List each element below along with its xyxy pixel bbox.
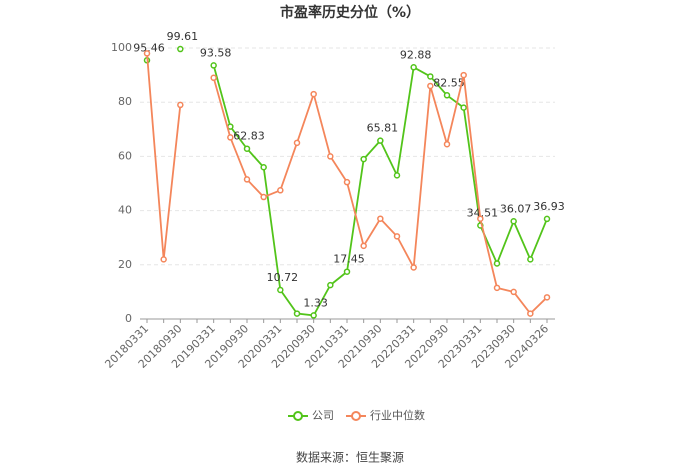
data-point (160, 256, 167, 263)
data-point (310, 90, 317, 98)
data-point (243, 145, 251, 152)
data-point (543, 215, 551, 223)
data-point (410, 64, 417, 71)
data-label: 17.45 (333, 253, 365, 266)
y-tick-label: 40 (118, 204, 132, 217)
data-point (177, 101, 184, 109)
y-tick-label: 0 (125, 312, 132, 325)
legend-label: 公司 (312, 409, 334, 422)
data-point (277, 187, 284, 194)
y-tick-label: 100 (111, 41, 132, 54)
data-point (243, 176, 251, 183)
data-point (510, 288, 517, 296)
data-point (460, 104, 467, 111)
chart-title: 市盈率历史分位（%） (280, 4, 420, 21)
data-point (293, 310, 301, 317)
data-point (293, 139, 301, 147)
data-point (427, 73, 434, 80)
data-point (443, 92, 451, 99)
data-point (327, 153, 334, 160)
data-point (443, 140, 451, 148)
data-point (277, 286, 284, 294)
data-label: 82.55 (433, 76, 465, 89)
legend-marker (293, 411, 303, 421)
legend-marker (351, 411, 361, 421)
data-point (493, 260, 501, 267)
y-tick-label: 80 (118, 95, 132, 108)
data-point (460, 71, 467, 79)
source: 数据来源：恒生聚源 (296, 450, 404, 465)
data-point (343, 178, 351, 186)
data-label: 99.61 (167, 30, 199, 43)
data-label: 1.33 (303, 296, 328, 309)
data-point (210, 62, 217, 69)
data-label: 10.72 (267, 271, 299, 284)
data-point (343, 268, 351, 275)
data-point (177, 45, 184, 53)
data-point (410, 264, 417, 271)
data-point (493, 284, 501, 292)
y-tick-label: 20 (118, 258, 132, 271)
data-point (143, 50, 151, 57)
data-point (393, 233, 401, 240)
data-label: 65.81 (367, 122, 399, 135)
data-point (427, 82, 434, 90)
data-point (527, 256, 534, 263)
data-label: 92.88 (400, 48, 432, 61)
data-label: 93.58 (200, 46, 232, 59)
data-point (527, 310, 534, 317)
data-label: 36.93 (533, 200, 565, 213)
data-point (510, 218, 517, 225)
data-point (543, 294, 551, 301)
data-point (360, 242, 367, 250)
data-point (377, 215, 384, 222)
data-point (477, 215, 484, 222)
data-point (227, 134, 234, 141)
data-point (327, 281, 334, 289)
y-tick-label: 60 (118, 149, 132, 162)
data-label: 62.83 (233, 130, 265, 143)
data-label: 95.46 (133, 41, 165, 54)
data-point (260, 163, 267, 171)
legend-label: 行业中位数 (370, 408, 425, 422)
data-point (310, 312, 317, 319)
data-label: 36.07 (500, 202, 532, 215)
data-point (393, 172, 401, 179)
data-point (377, 137, 384, 144)
data-label: 34.51 (467, 206, 499, 219)
series-line (212, 65, 548, 317)
data-point (210, 74, 217, 82)
data-point (360, 155, 367, 163)
data-point (260, 193, 267, 201)
